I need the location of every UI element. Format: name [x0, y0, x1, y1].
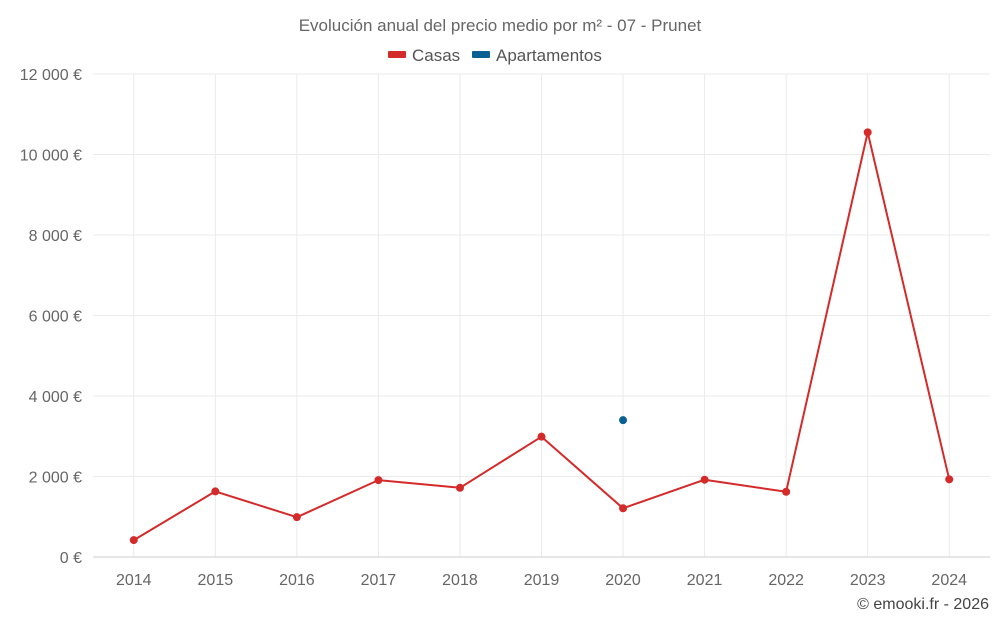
y-tick-label: 10 000 €	[20, 148, 82, 165]
data-point-casas[interactable]	[129, 536, 138, 545]
x-tick-label: 2016	[279, 572, 315, 589]
x-tick-label: 2017	[361, 572, 397, 589]
data-point-casas[interactable]	[455, 483, 464, 492]
x-tick-label: 2019	[524, 572, 560, 589]
grid	[93, 73, 990, 557]
series-casas	[129, 128, 954, 545]
legend: Casas Apartamentos	[388, 46, 602, 65]
data-point-casas[interactable]	[863, 128, 872, 137]
series-apartamentos	[619, 416, 628, 425]
x-tick-label: 2014	[116, 572, 152, 589]
x-tick-label: 2015	[198, 572, 234, 589]
y-tick-label: 0 €	[60, 550, 82, 567]
y-tick-label: 2 000 €	[29, 470, 82, 487]
legend-label-apartamentos: Apartamentos	[496, 46, 602, 65]
data-point-casas[interactable]	[700, 475, 709, 484]
y-tick-label: 6 000 €	[29, 309, 82, 326]
data-point-casas[interactable]	[945, 475, 954, 484]
x-tick-label: 2020	[605, 572, 641, 589]
y-axis: 0 € 2 000 € 4 000 € 6 000 € 8 000 € 10 000 € 1…	[20, 67, 82, 567]
x-tick-label: 2023	[850, 572, 886, 589]
data-point-casas[interactable]	[292, 513, 301, 522]
legend-item-apartamentos[interactable]: Apartamentos	[472, 46, 602, 65]
legend-label-casas: Casas	[412, 46, 460, 65]
data-point-casas[interactable]	[619, 504, 628, 513]
data-point-apartamentos[interactable]	[619, 416, 628, 425]
data-point-casas[interactable]	[782, 487, 791, 496]
data-point-casas[interactable]	[537, 432, 546, 441]
y-tick-label: 12 000 €	[20, 67, 82, 84]
chart-title: Evolución anual del precio medio por m² …	[299, 16, 702, 35]
x-tick-label: 2022	[768, 572, 804, 589]
data-point-casas[interactable]	[374, 476, 383, 485]
legend-swatch-apartamentos	[472, 51, 490, 58]
credit-text: © emooki.fr - 2026	[857, 596, 989, 613]
y-tick-label: 4 000 €	[29, 389, 82, 406]
y-tick-label: 8 000 €	[29, 228, 82, 245]
x-tick-label: 2018	[442, 572, 478, 589]
legend-swatch-casas	[388, 51, 406, 58]
data-point-casas[interactable]	[211, 487, 220, 496]
legend-item-casas[interactable]: Casas	[388, 46, 460, 65]
x-tick-label: 2021	[687, 572, 723, 589]
series	[129, 128, 954, 545]
x-tick-label: 2024	[931, 572, 967, 589]
x-axis: 2014 2015 2016 2017 2018 2019 2020 2021 2022 2023…	[93, 556, 990, 589]
